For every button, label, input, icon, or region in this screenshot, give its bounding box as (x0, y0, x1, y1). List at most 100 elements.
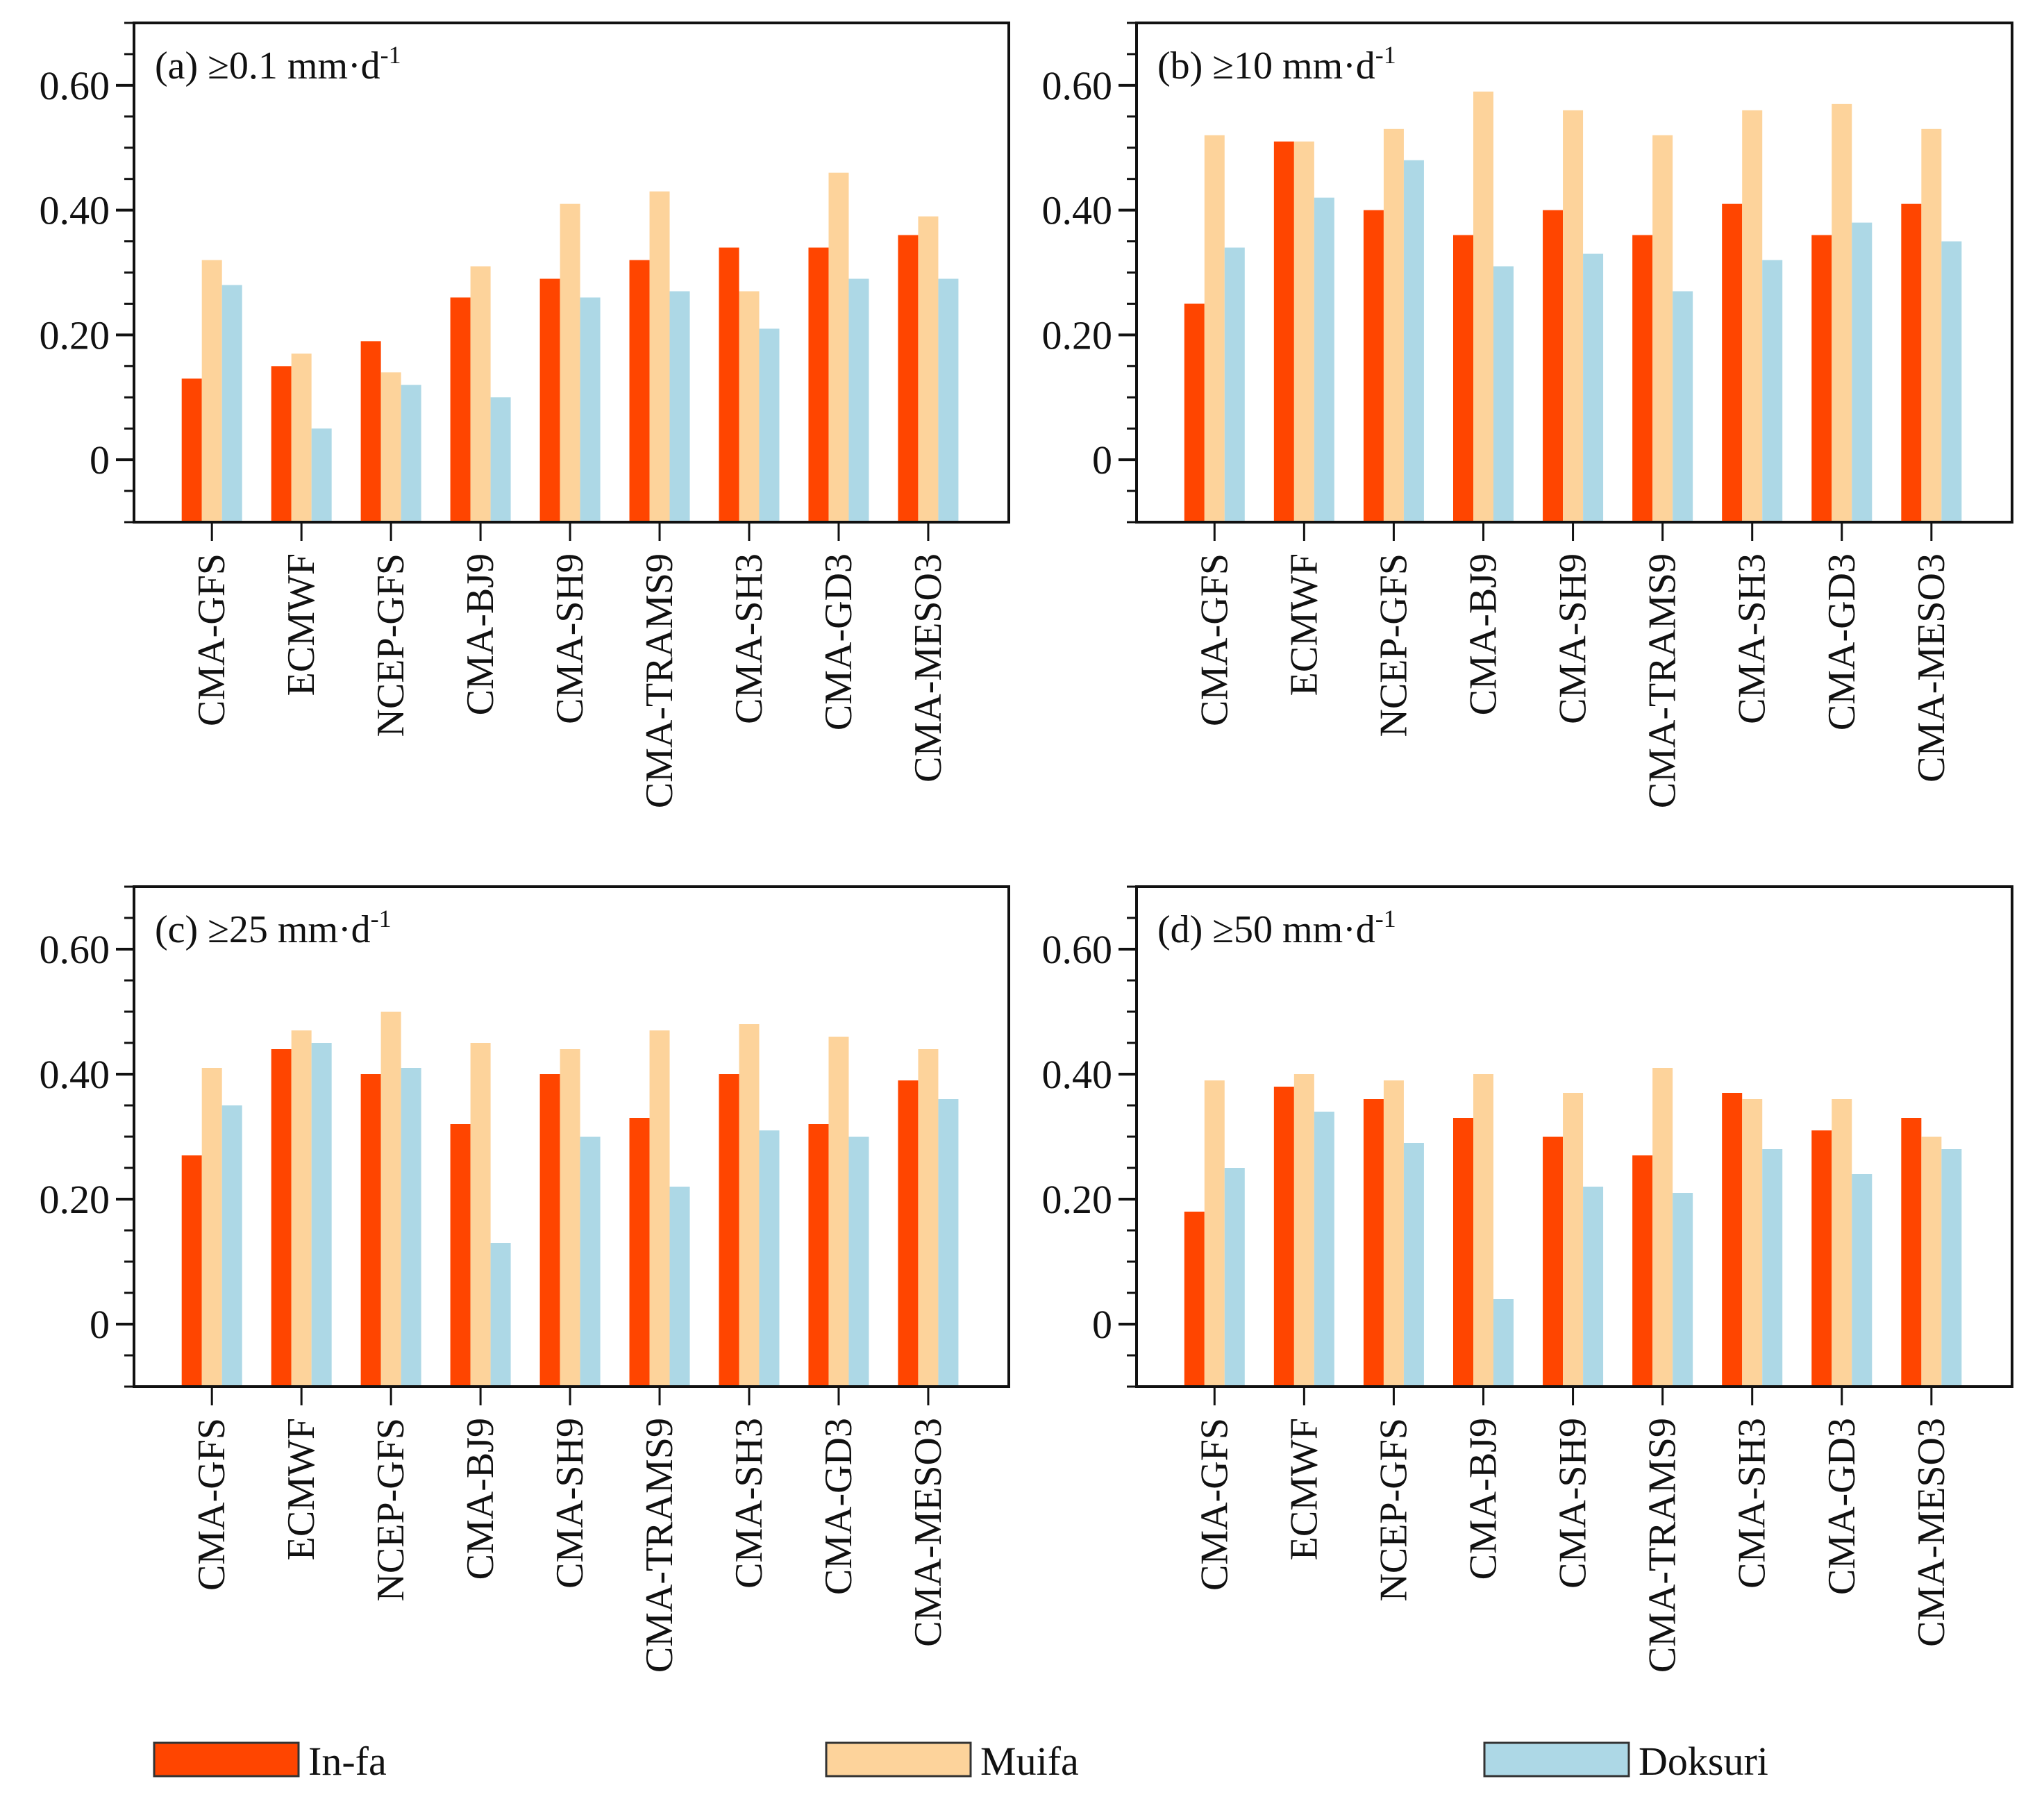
bar-muifa-cma-sh9 (560, 203, 580, 522)
bar-muifa-cma-gfs (201, 260, 222, 522)
bar-doksuri-cma-sh3 (759, 328, 780, 522)
bar-muifa-ecmwf (291, 1030, 312, 1387)
bar-muifa-ncep-gfs (380, 372, 401, 522)
bar-doksuri-cma-sh9 (580, 297, 601, 522)
bar-in-fa-cma-gd3 (808, 247, 829, 522)
plot-frame (1135, 22, 2013, 524)
bar-in-fa-cma-gd3 (1811, 1130, 1832, 1387)
y-tick-label: 0 (1092, 1302, 1112, 1347)
bar-muifa-cma-trams9 (649, 191, 670, 522)
bar-muifa-cma-gd3 (1832, 103, 1852, 522)
legend-swatch-doksuri (1483, 1741, 1630, 1778)
bar-doksuri-cma-gfs (221, 285, 242, 522)
legend-label-in-fa: In-fa (308, 1739, 387, 1784)
bar-doksuri-cma-gfs (221, 1105, 242, 1387)
bar-in-fa-cma-sh9 (1543, 210, 1564, 522)
bar-muifa-ecmwf (1293, 1074, 1314, 1387)
bar-doksuri-cma-meso3 (938, 1099, 959, 1387)
y-tick-label: 0.40 (40, 1052, 110, 1097)
bar-doksuri-cma-sh3 (1762, 1149, 1783, 1387)
legend-label-doksuri: Doksuri (1639, 1739, 1768, 1784)
legend-label-muifa: Muifa (980, 1739, 1079, 1784)
y-tick-label: 0.20 (40, 312, 110, 358)
category-label: CMA-TRAMS9 (638, 553, 681, 808)
bar-doksuri-cma-sh9 (1583, 253, 1604, 522)
category-label: CMA-GD3 (817, 1418, 860, 1595)
bar-doksuri-cma-gfs (1224, 1168, 1245, 1387)
bar-doksuri-cma-gfs (1224, 247, 1245, 522)
bar-in-fa-cma-trams9 (1632, 235, 1653, 522)
panel-title: (a) ≥0.1 mm·d-1 (155, 41, 401, 87)
bar-doksuri-cma-bj9 (1493, 266, 1514, 522)
bar-muifa-cma-meso3 (918, 1049, 939, 1387)
bar-doksuri-cma-trams9 (1673, 291, 1693, 522)
category-label: CMA-MESO3 (1910, 553, 1953, 783)
bar-doksuri-cma-gd3 (1852, 222, 1873, 522)
bar-muifa-cma-trams9 (1652, 135, 1673, 522)
bar-in-fa-cma-meso3 (1901, 203, 1922, 522)
bar-in-fa-ncep-gfs (1363, 1099, 1384, 1387)
bar-muifa-ncep-gfs (1383, 1080, 1404, 1387)
y-tick-label: 0.60 (1042, 63, 1113, 108)
y-tick-label: 0.60 (40, 927, 110, 972)
bar-doksuri-ncep-gfs (1403, 1143, 1424, 1387)
panel-title: (d) ≥50 mm·d-1 (1157, 905, 1396, 951)
bar-muifa-cma-sh3 (1742, 110, 1763, 522)
bar-doksuri-ecmwf (311, 1043, 332, 1387)
bar-in-fa-cma-gd3 (1811, 235, 1832, 522)
category-label: ECMWF (1282, 1418, 1325, 1560)
y-tick-label: 0.40 (1042, 188, 1113, 233)
y-tick-label: 0.20 (1042, 1177, 1113, 1222)
bar-in-fa-cma-bj9 (450, 297, 471, 522)
category-label: CMA-SH9 (548, 1418, 592, 1589)
bar-in-fa-cma-trams9 (1632, 1155, 1653, 1387)
bar-muifa-cma-meso3 (1921, 128, 1942, 523)
bar-in-fa-cma-gfs (181, 1155, 202, 1387)
legend-swatch-in-fa (153, 1741, 300, 1778)
bar-in-fa-cma-meso3 (1901, 1118, 1922, 1387)
bar-doksuri-ecmwf (311, 428, 332, 522)
bar-muifa-ncep-gfs (380, 1012, 401, 1387)
category-label: NCEP-GFS (1372, 1418, 1415, 1602)
bar-doksuri-ecmwf (1314, 197, 1334, 522)
bar-muifa-cma-trams9 (1652, 1068, 1673, 1387)
bar-doksuri-cma-meso3 (938, 278, 959, 522)
bar-doksuri-ncep-gfs (401, 385, 421, 522)
legend: In-fa Muifa Doksuri (153, 1739, 1768, 1784)
category-label: CMA-GFS (1193, 553, 1236, 726)
bar-muifa-cma-gfs (201, 1068, 222, 1387)
category-label: NCEP-GFS (369, 1418, 412, 1602)
category-label: CMA-GD3 (1820, 553, 1863, 730)
bar-doksuri-cma-sh3 (759, 1130, 780, 1387)
bar-muifa-cma-bj9 (470, 266, 491, 522)
y-tick-label: 0.60 (40, 63, 110, 108)
bar-in-fa-cma-sh3 (719, 247, 739, 522)
panel-title: (b) ≥10 mm·d-1 (1157, 41, 1396, 87)
category-label: CMA-TRAMS9 (1641, 1418, 1684, 1673)
y-tick-label: 0.40 (1042, 1052, 1113, 1097)
bar-muifa-cma-sh3 (739, 291, 760, 522)
bar-in-fa-ecmwf (1273, 141, 1294, 522)
bar-doksuri-cma-gd3 (1852, 1174, 1873, 1387)
bar-doksuri-cma-trams9 (669, 291, 690, 522)
category-label: CMA-GD3 (817, 553, 860, 730)
bar-in-fa-cma-sh9 (1543, 1137, 1564, 1387)
category-label: CMA-TRAMS9 (1641, 553, 1684, 808)
bar-in-fa-cma-sh3 (719, 1074, 739, 1387)
bar-in-fa-cma-gfs (181, 378, 202, 522)
bar-muifa-cma-sh3 (1742, 1099, 1763, 1387)
category-label: CMA-GFS (1193, 1418, 1236, 1591)
bar-in-fa-cma-trams9 (629, 1118, 650, 1387)
bar-in-fa-ecmwf (1273, 1087, 1294, 1387)
bar-in-fa-cma-gfs (1184, 1212, 1205, 1387)
bar-doksuri-cma-gd3 (848, 1137, 869, 1387)
y-tick-label: 0.20 (40, 1177, 110, 1222)
bar-muifa-cma-bj9 (1473, 1074, 1493, 1387)
bar-doksuri-cma-meso3 (1941, 241, 1962, 522)
bar-doksuri-cma-bj9 (490, 397, 511, 522)
panel-a: CMA-GFS ECMWF NCEP-GFS CMA-BJ9 CMA-SH9 CMA-TR… (40, 22, 1010, 808)
bar-doksuri-cma-sh9 (1583, 1187, 1604, 1387)
category-label: CMA-MESO3 (907, 1418, 950, 1647)
y-tick-label: 0.20 (1042, 312, 1113, 358)
